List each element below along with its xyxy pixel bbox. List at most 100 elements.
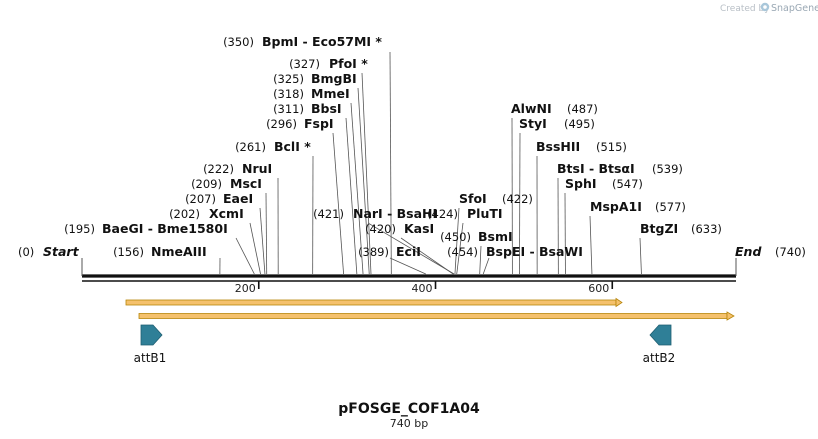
site-5[interactable]: FspI (296): [266, 116, 334, 131]
end-position: (740): [775, 245, 806, 259]
site-10[interactable]: XcmI (202): [169, 206, 244, 221]
site-label-17: PluTI: [467, 206, 503, 221]
site-label-18: BsmI: [478, 229, 513, 244]
site-16[interactable]: SfoI (422): [459, 191, 533, 206]
site-label-9: EaeI: [223, 191, 253, 206]
site-22[interactable]: BssHII (515): [536, 139, 627, 154]
site-position-3: (318): [273, 87, 304, 101]
site-8[interactable]: MscI (209): [191, 176, 262, 191]
connector-14: [400, 237, 454, 275]
site-4[interactable]: BbsI (311): [273, 101, 342, 116]
ruler-label-200: 200: [235, 282, 256, 295]
connector-2: [357, 87, 370, 275]
forward-arrow-icon: [140, 324, 163, 346]
site-connectors: [219, 51, 642, 275]
connector-17: [456, 222, 464, 275]
site-label-8: MscI: [230, 176, 262, 191]
site-position-19: (454): [447, 245, 478, 259]
site-position-17: (424): [427, 207, 458, 221]
sequence-length: 740 bp: [390, 417, 428, 430]
site-position-12: (156): [113, 245, 144, 259]
credit-brand: SnapGene: [771, 3, 818, 14]
start-label[interactable]: Start: [43, 244, 80, 259]
connector-3: [350, 102, 364, 275]
snapgene-logo-icon: [760, 2, 770, 12]
sequence-name: pFOSGE_COF1A04: [338, 401, 480, 417]
site-23[interactable]: BtsI - BtsαI (539): [557, 161, 683, 176]
site-25[interactable]: MspA1I (577): [590, 199, 686, 214]
site-position-16: (422): [502, 192, 533, 206]
site-label-22: BssHII: [536, 139, 580, 154]
site-position-10: (202): [169, 207, 200, 221]
site-9[interactable]: EaeI (207): [185, 191, 253, 206]
site-position-4: (311): [273, 102, 304, 116]
ruler-label-600: 600: [588, 282, 609, 295]
site-label-12: NmeAIII: [151, 244, 207, 259]
site-position-26: (633): [691, 222, 722, 236]
connector-15: [389, 257, 426, 275]
site-24[interactable]: SphI (547): [565, 176, 643, 191]
site-label-3: MmeI: [311, 86, 350, 101]
site-20[interactable]: AlwNI (487): [511, 101, 598, 116]
orf-2[interactable]: [138, 311, 735, 321]
feature-attB2[interactable]: attB2: [643, 324, 676, 365]
site-0[interactable]: BpmI - Eco57MI * (350): [223, 34, 382, 49]
site-3[interactable]: MmeI (318): [273, 86, 350, 101]
site-26[interactable]: BtgZI (633): [640, 221, 722, 236]
site-label-20: AlwNI: [511, 101, 552, 116]
site-12[interactable]: NmeAIII (156): [113, 244, 207, 259]
site-label-23: BtsI - BtsαI: [557, 161, 635, 176]
site-position-15: (389): [358, 245, 389, 259]
reverse-arrow-icon: [649, 324, 672, 346]
site-label-14: KasI: [404, 221, 434, 236]
site-label-16: SfoI: [459, 191, 487, 206]
connector-4: [345, 117, 358, 275]
site-19[interactable]: BspEI - BsaWI (454): [447, 244, 583, 259]
site-7[interactable]: NruI (222): [203, 161, 272, 176]
connector-26: [639, 237, 642, 275]
ruler: 200 400 600: [235, 281, 614, 295]
connector-9: [259, 207, 266, 275]
site-label-13: NarI - BsaHI: [353, 206, 437, 221]
site-position-1: (327): [289, 57, 320, 71]
site-11[interactable]: BaeGI - Bme1580I (195): [64, 221, 228, 236]
site-label-7: NruI: [242, 161, 272, 176]
site-18[interactable]: BsmI (450): [440, 229, 513, 244]
site-21[interactable]: StyI (495): [519, 116, 595, 131]
site-position-5: (296): [266, 117, 297, 131]
connector-5: [332, 132, 344, 275]
site-label-15: EciI: [396, 244, 421, 259]
site-label-21: StyI: [519, 116, 547, 131]
site-13[interactable]: NarI - BsaHI (421): [313, 206, 437, 221]
site-17[interactable]: PluTI (424): [427, 206, 502, 221]
orf-1[interactable]: [125, 297, 623, 308]
site-position-11: (195): [64, 222, 95, 236]
site-position-23: (539): [652, 162, 683, 176]
site-position-0: (350): [223, 35, 254, 49]
connector-11: [235, 237, 255, 275]
connector-13: [367, 222, 455, 275]
site-label-10: XcmI: [209, 206, 244, 221]
connector-10: [249, 222, 261, 275]
feature-attB1[interactable]: attB1: [134, 324, 167, 365]
site-1[interactable]: PfoI * (327): [289, 56, 368, 71]
site-15[interactable]: EciI (389): [358, 244, 421, 259]
connector-18: [479, 245, 482, 275]
site-position-8: (209): [191, 177, 222, 191]
site-label-11: BaeGI - Bme1580I: [102, 221, 228, 236]
site-position-7: (222): [203, 162, 234, 176]
orf-2-arrowhead-icon: [726, 311, 735, 321]
site-position-25: (577): [655, 200, 686, 214]
site-position-24: (547): [612, 177, 643, 191]
connector-25: [589, 215, 593, 275]
restriction-sites: BpmI - Eco57MI * (350) PfoI * (327)BmgBI (32…: [64, 34, 722, 259]
end-label[interactable]: End: [735, 244, 762, 259]
site-2[interactable]: BmgBI (325): [273, 71, 357, 86]
connector-8: [265, 192, 268, 275]
site-position-21: (495): [564, 117, 595, 131]
site-14[interactable]: KasI (420): [365, 221, 434, 236]
site-6[interactable]: BclI * (261): [235, 139, 311, 154]
connector-21: [519, 132, 521, 275]
feature-label-attB1: attB1: [134, 351, 167, 365]
site-position-20: (487): [567, 102, 598, 116]
